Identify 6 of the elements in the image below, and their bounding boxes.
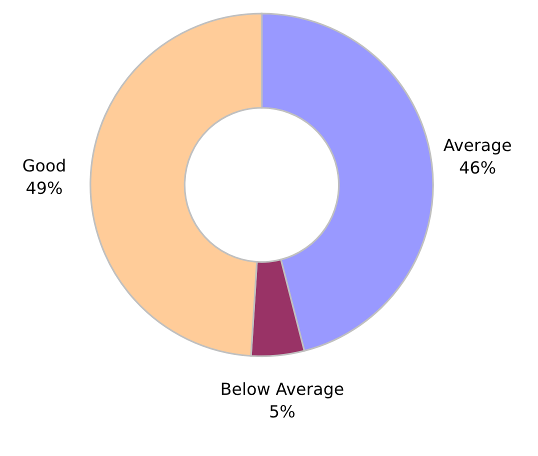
data-label: 5% bbox=[270, 404, 295, 418]
slice-label: Good bbox=[23, 158, 65, 172]
slice-label: Average bbox=[444, 138, 511, 154]
data-label: 49% bbox=[26, 182, 62, 194]
data-label: 46% bbox=[460, 161, 496, 174]
slice-label: Below Average bbox=[222, 382, 344, 398]
